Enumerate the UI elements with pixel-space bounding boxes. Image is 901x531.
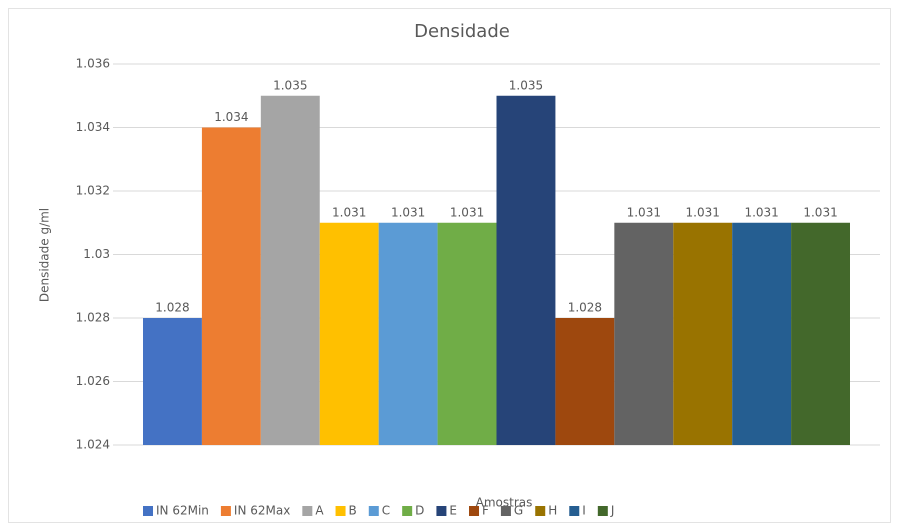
y-tick-label: 1.026 (76, 374, 110, 388)
data-label: 1.031 (627, 205, 661, 219)
y-tick-label: 1.024 (76, 438, 110, 452)
legend-swatch (302, 506, 313, 516)
x-axis-label: Amostras (476, 496, 533, 510)
data-label: 1.031 (391, 205, 425, 219)
y-tick-label: 1.032 (76, 184, 110, 198)
data-label: 1.031 (450, 205, 484, 219)
legend-swatch (143, 506, 153, 516)
bar (319, 222, 379, 445)
legend-swatch (500, 506, 511, 516)
legend-swatch (220, 506, 231, 516)
legend-label: G (514, 504, 523, 518)
legend-label: IN 62Max (234, 504, 290, 518)
bar (437, 222, 497, 445)
bar (555, 318, 615, 445)
legend-label: E (449, 504, 457, 518)
bar (732, 222, 792, 445)
data-label: 1.031 (744, 205, 778, 219)
legend-swatch (402, 506, 413, 516)
bar (143, 318, 202, 445)
legend-label: F (482, 504, 489, 518)
data-label: 1.028 (155, 301, 189, 315)
chart-title: Densidade (414, 21, 510, 42)
y-tick-label: 1.03 (83, 247, 110, 261)
bar (378, 222, 438, 445)
legend-swatch (597, 506, 608, 516)
data-label: 1.031 (332, 205, 366, 219)
legend-label: H (548, 504, 557, 518)
bar (614, 222, 674, 445)
legend-label: IN 62Min (156, 504, 209, 518)
legend-swatch (469, 506, 480, 516)
bar (260, 95, 320, 445)
data-label: 1.034 (214, 110, 248, 124)
data-label: 1.035 (273, 78, 307, 92)
legend-label: I (582, 504, 586, 518)
legend-label: C (382, 504, 390, 518)
legend-label: B (349, 504, 357, 518)
data-label: 1.031 (686, 205, 720, 219)
bar (201, 127, 261, 445)
y-tick-label: 1.036 (76, 57, 110, 71)
legend-swatch (335, 506, 346, 516)
y-tick-label: 1.034 (76, 120, 110, 134)
legend-swatch (368, 506, 379, 516)
data-label: 1.028 (568, 301, 602, 315)
data-label: 1.031 (803, 205, 837, 219)
legend-swatch (535, 506, 546, 516)
y-axis-label: Densidade g/ml (38, 208, 52, 302)
legend-label: D (415, 504, 424, 518)
y-tick-label: 1.028 (76, 311, 110, 325)
legend-label: A (315, 504, 324, 518)
bar (791, 222, 850, 445)
bar (496, 95, 556, 445)
legend-swatch (436, 506, 447, 516)
legend-swatch (569, 506, 580, 516)
bar (673, 222, 733, 445)
data-label: 1.035 (509, 78, 543, 92)
legend-label: J (610, 504, 615, 518)
